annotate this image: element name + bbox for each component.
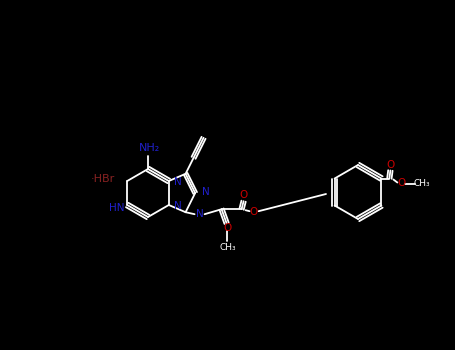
Text: CH₃: CH₃	[413, 179, 430, 188]
Text: O: O	[223, 223, 232, 233]
Text: HN: HN	[109, 203, 124, 213]
Text: NH₂: NH₂	[138, 143, 160, 153]
Text: ·HBr: ·HBr	[91, 174, 115, 184]
Text: N: N	[202, 187, 210, 197]
Text: N: N	[174, 201, 182, 211]
Text: N: N	[196, 209, 203, 219]
Text: O: O	[397, 178, 405, 189]
Text: CH₃: CH₃	[219, 243, 236, 252]
Text: O: O	[386, 160, 394, 169]
Text: O: O	[249, 207, 258, 217]
Text: N: N	[174, 177, 182, 187]
Text: O: O	[239, 190, 248, 200]
